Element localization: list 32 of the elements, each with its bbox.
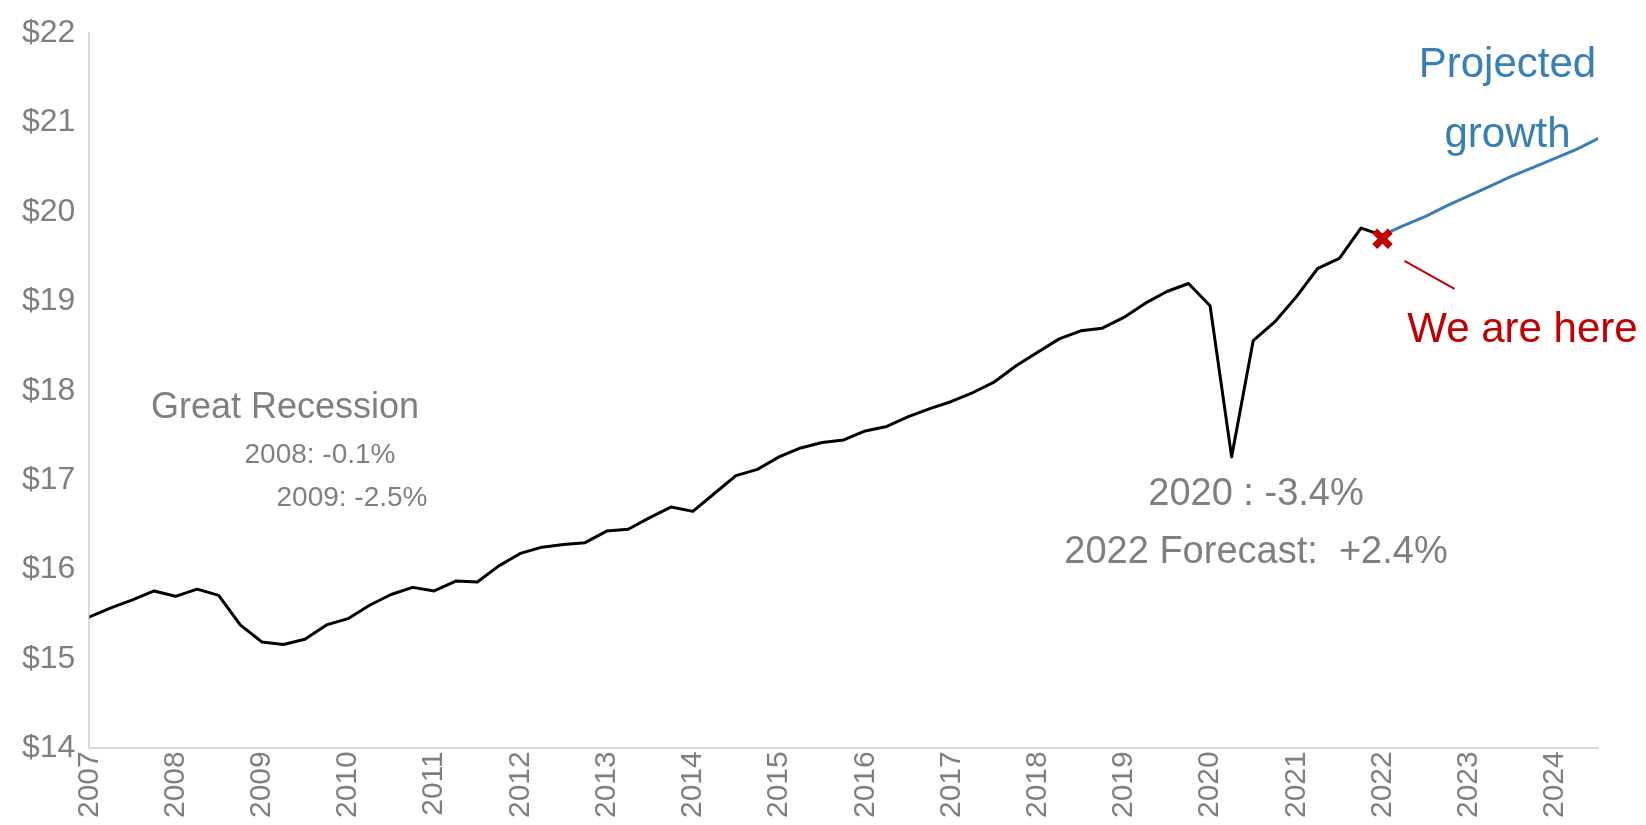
- y-tick-label: $21: [22, 102, 76, 139]
- series-label: Projected growth: [1418, 38, 1597, 156]
- y-tick-label: $17: [22, 459, 76, 496]
- x-tick-label: 2011: [415, 751, 449, 816]
- y-tick-label: $22: [22, 13, 76, 50]
- y-tick-label: $19: [22, 281, 76, 318]
- annotation: 2008: -0.1%: [244, 437, 396, 469]
- y-tick-label: $18: [22, 370, 76, 407]
- annotation: 2009: -2.5%: [276, 480, 428, 512]
- y-tick-label: $20: [22, 191, 76, 228]
- annotation: Great Recession: [150, 384, 420, 426]
- x-tick-label: 2008: [156, 751, 190, 819]
- annotation: 2022 Forecast: +2.4%: [1064, 529, 1448, 572]
- annotation: 2020 : -3.4%: [1148, 471, 1364, 514]
- y-tick-label: $16: [22, 549, 76, 586]
- annotation: We are here: [1407, 304, 1638, 352]
- x-tick-label: 2024: [1536, 751, 1570, 819]
- x-tick-label: 2009: [243, 751, 277, 819]
- x-tick-label: 2013: [587, 751, 621, 819]
- y-tick-label: $15: [22, 638, 76, 675]
- x-tick-label: 2015: [760, 751, 794, 819]
- x-tick-label: 2010: [329, 751, 363, 819]
- x-tick-label: 2023: [1449, 751, 1483, 819]
- x-tick-label: 2014: [674, 751, 708, 819]
- x-tick-label: 2021: [1277, 751, 1311, 819]
- x-tick-label: 2022: [1363, 751, 1397, 819]
- x-tick-label: 2019: [1105, 751, 1139, 819]
- x-tick-label: 2020: [1191, 751, 1225, 819]
- x-tick-label: 2017: [932, 751, 966, 819]
- x-tick-label: 2018: [1018, 751, 1052, 819]
- x-tick-label: 2016: [846, 751, 880, 819]
- x-tick-label: 2012: [501, 751, 535, 819]
